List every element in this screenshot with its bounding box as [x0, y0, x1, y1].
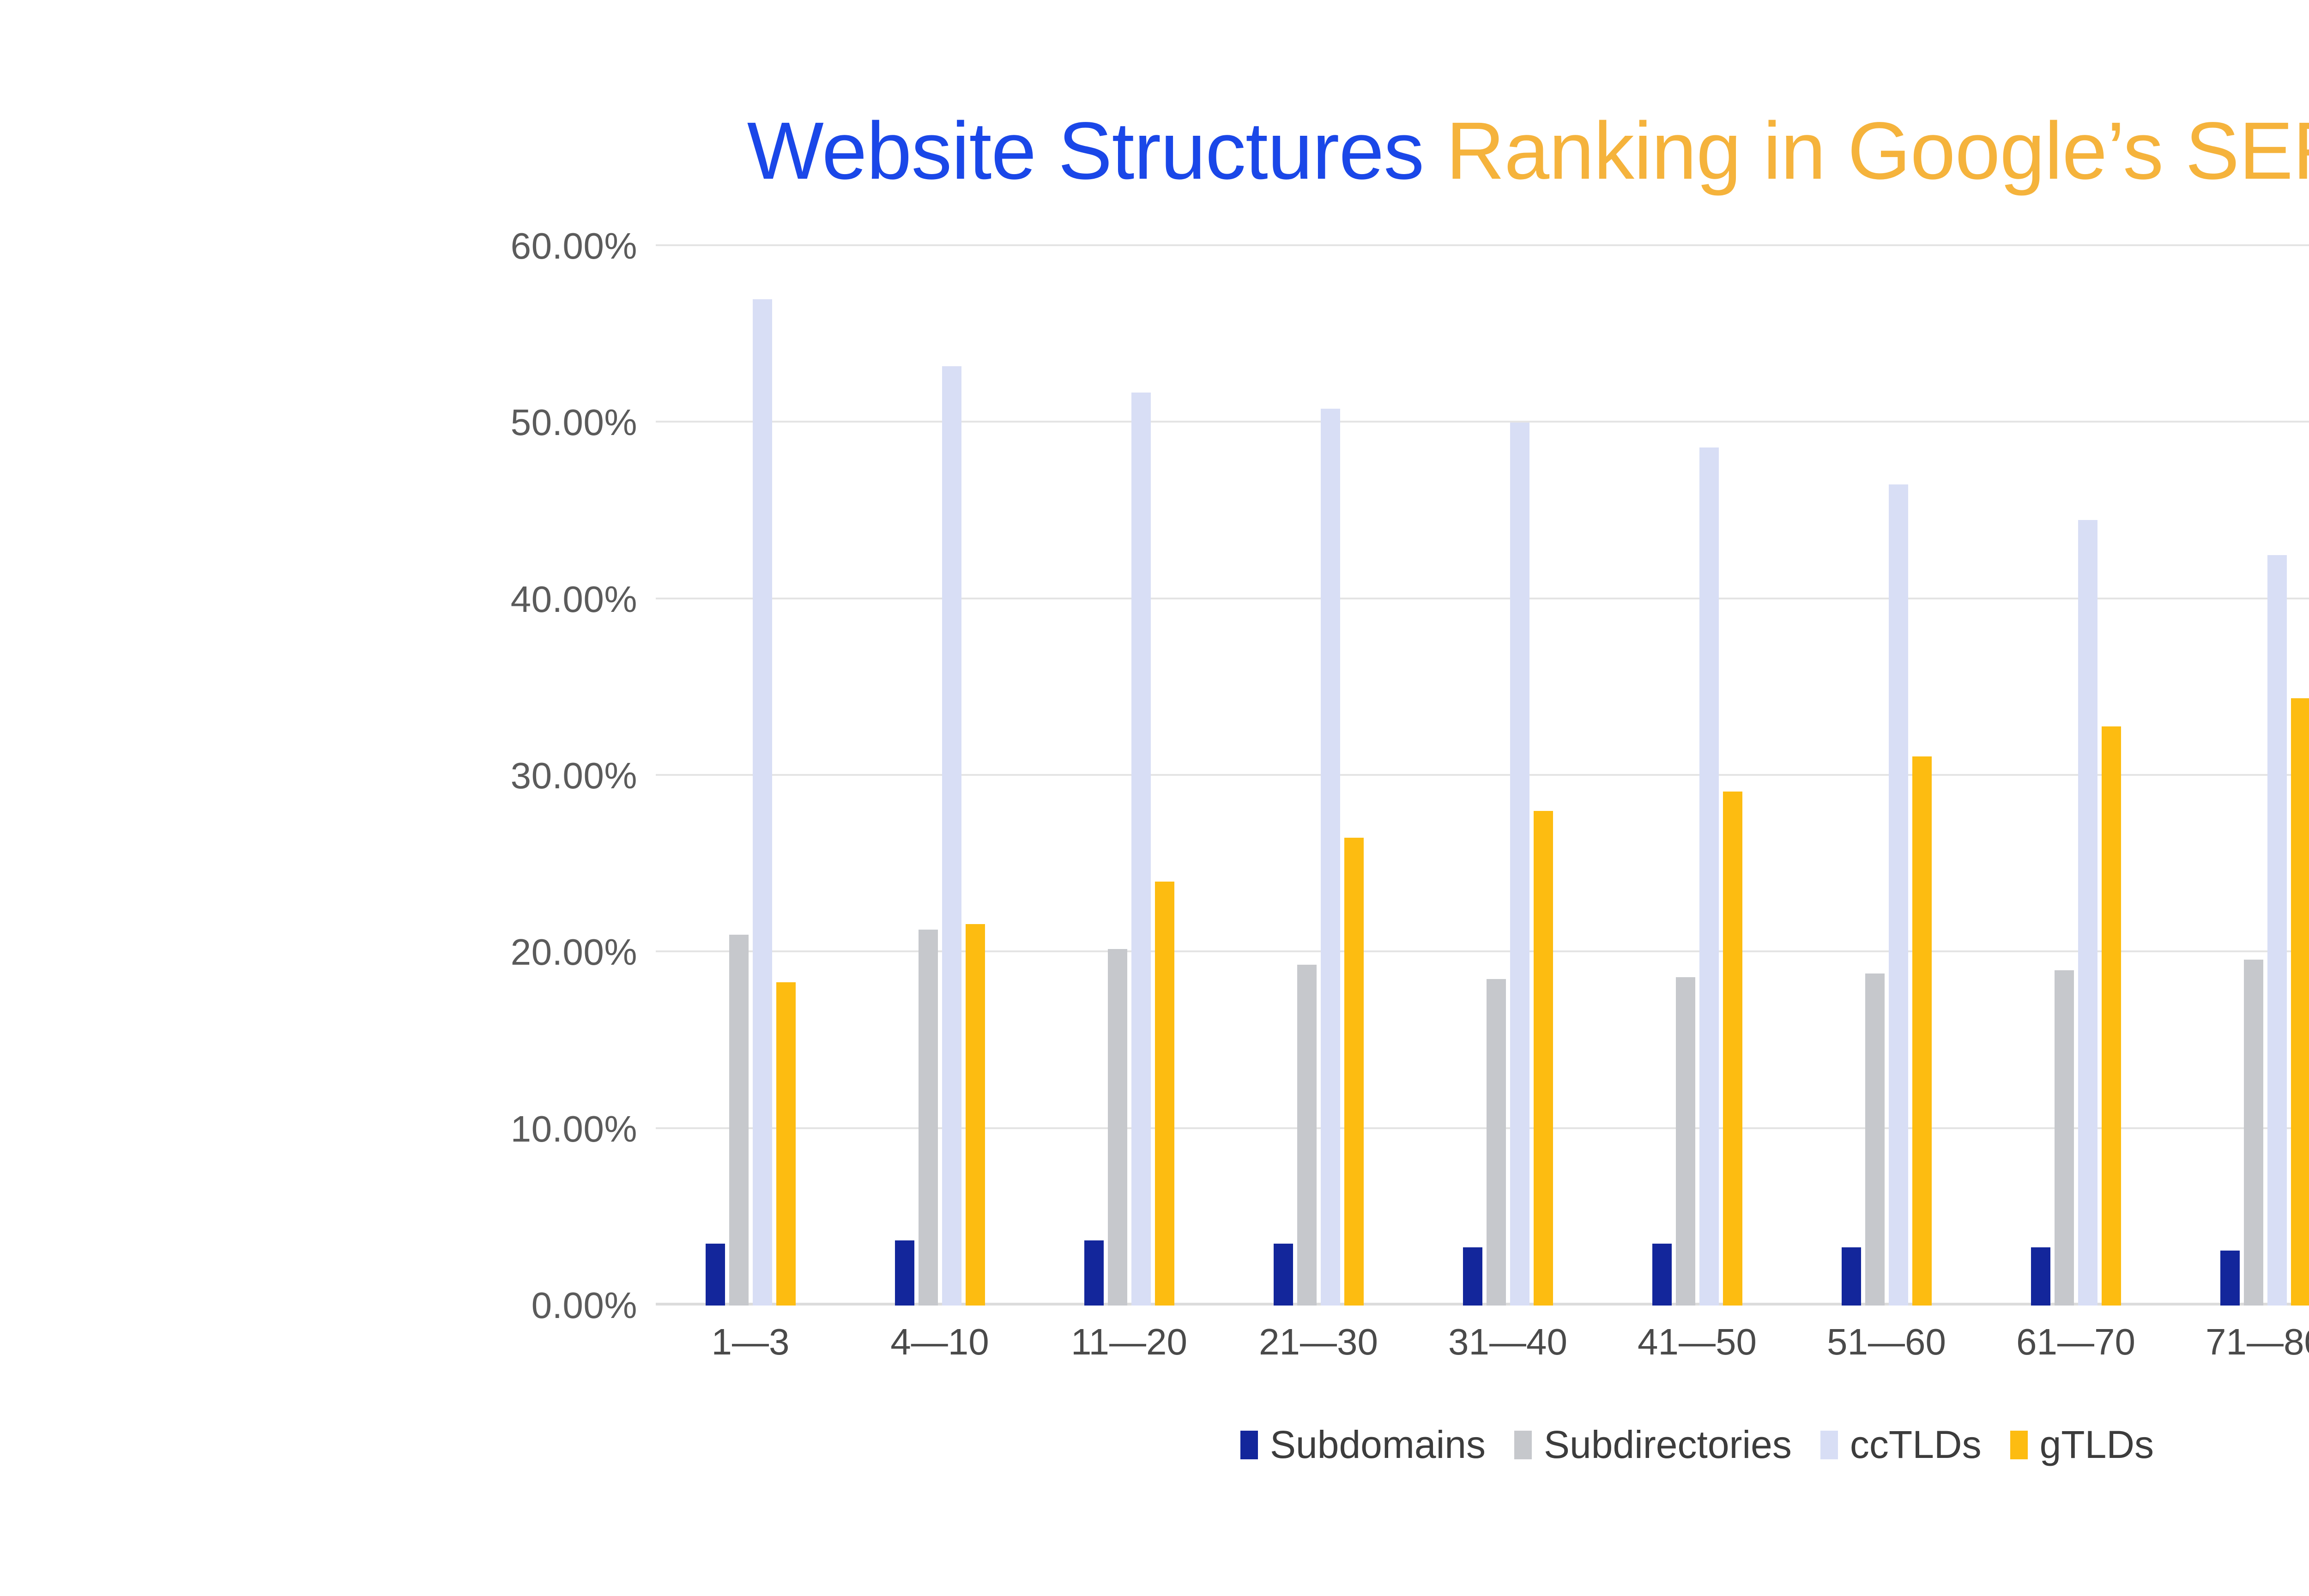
x-axis-tick-label: 71—80: [2206, 1321, 2309, 1362]
x-axis-tick-label: 41—50: [1638, 1321, 1757, 1362]
bar-subdomains[interactable]: [895, 1240, 914, 1306]
y-axis-tick-label: 60.00%: [510, 225, 637, 266]
bar-gtlds[interactable]: [1723, 792, 1742, 1306]
x-axis-tick-label: 51—60: [1827, 1321, 1946, 1362]
legend-swatch-icon: [1820, 1430, 1838, 1459]
bar-subdirectories[interactable]: [918, 929, 938, 1306]
bar-gtlds[interactable]: [965, 924, 985, 1306]
page-title-primary: Website Structures: [747, 105, 1425, 196]
bar-subdomains[interactable]: [2220, 1251, 2240, 1306]
bar-subdirectories[interactable]: [1486, 979, 1506, 1306]
chart-legend: Subdomains Subdirectories ccTLDs gTLDs: [656, 1422, 2309, 1467]
legend-item-subdomains[interactable]: Subdomains: [1240, 1422, 1486, 1467]
gridline: [656, 774, 2309, 776]
bar-cctlds[interactable]: [1131, 393, 1151, 1306]
x-axis-tick-label: 11—20: [1070, 1321, 1188, 1362]
bar-subdirectories[interactable]: [2243, 959, 2263, 1306]
y-axis-tick-label: 30.00%: [510, 755, 637, 796]
legend-item-cctlds[interactable]: ccTLDs: [1820, 1422, 1982, 1467]
legend-item-subdirectories[interactable]: Subdirectories: [1514, 1422, 1792, 1467]
bar-subdomains[interactable]: [1463, 1247, 1482, 1306]
legend-item-gtlds[interactable]: gTLDs: [2010, 1422, 2154, 1467]
x-axis: 1—3 4—10 11—20 21—30 31—40 41—50 51—60 61—70 71—…: [656, 1321, 2309, 1376]
bar-gtlds[interactable]: [1344, 837, 1364, 1306]
bar-group: [2220, 246, 2309, 1306]
bar-subdomains[interactable]: [1273, 1244, 1293, 1306]
y-axis-tick-label: 50.00%: [510, 402, 637, 443]
bar-subdomains[interactable]: [1841, 1247, 1861, 1306]
legend-label: ccTLDs: [1850, 1423, 1982, 1466]
plot-area: [656, 244, 2309, 1306]
bar-group: [1652, 246, 1742, 1306]
bar-subdirectories[interactable]: [1675, 977, 1695, 1306]
bar-cctlds[interactable]: [2078, 520, 2097, 1306]
x-axis-tick-label: 31—40: [1448, 1321, 1567, 1362]
bar-gtlds[interactable]: [1912, 756, 1932, 1306]
y-axis: 0.00% 10.00% 20.00% 30.00% 40.00% 50.00% 60.00…: [416, 225, 637, 1326]
bar-gtlds[interactable]: [2291, 698, 2309, 1306]
bar-group: [1841, 246, 1932, 1306]
bar-gtlds[interactable]: [1154, 882, 1174, 1306]
bar-cctlds[interactable]: [2267, 555, 2287, 1306]
bar-subdirectories[interactable]: [729, 935, 749, 1306]
gridline: [656, 244, 2309, 246]
bar-cctlds[interactable]: [1320, 408, 1340, 1306]
bar-cctlds[interactable]: [1888, 484, 1908, 1306]
y-axis-tick-label: 0.00%: [531, 1285, 637, 1326]
legend-swatch-icon: [2010, 1430, 2028, 1459]
bar-group: [1084, 246, 1174, 1306]
legend-label: gTLDs: [2039, 1423, 2154, 1466]
gridline: [656, 597, 2309, 599]
legend-swatch-icon: [1514, 1430, 1532, 1459]
bar-cctlds[interactable]: [1699, 447, 1719, 1306]
gridline: [656, 1303, 2309, 1306]
y-axis-tick-label: 40.00%: [510, 578, 637, 620]
bar-gtlds[interactable]: [1533, 811, 1553, 1306]
x-axis-tick-label: 1—3: [711, 1321, 790, 1362]
bar-subdirectories[interactable]: [2054, 970, 2074, 1306]
bar-subdirectories[interactable]: [1297, 965, 1317, 1306]
bar-group: [705, 246, 796, 1306]
bar-cctlds[interactable]: [1510, 423, 1529, 1306]
bar-group: [895, 246, 985, 1306]
bar-gtlds[interactable]: [776, 982, 796, 1306]
bar-group: [2031, 246, 2121, 1306]
bar-subdomains[interactable]: [1652, 1244, 1672, 1306]
bar-group: [1273, 246, 1364, 1306]
bars-layer: [656, 246, 2309, 1306]
bar-subdomains[interactable]: [705, 1244, 725, 1306]
bar-group: [1463, 246, 1553, 1306]
page-title-accent: Ranking in Google’s SERPs: [1446, 105, 2309, 196]
y-axis-tick-label: 10.00%: [510, 1108, 637, 1149]
x-axis-tick-label: 4—10: [890, 1321, 989, 1362]
bar-subdirectories[interactable]: [1107, 949, 1127, 1306]
bar-cctlds[interactable]: [752, 299, 772, 1306]
legend-label: Subdomains: [1269, 1423, 1486, 1466]
x-axis-tick-label: 61—70: [2016, 1321, 2135, 1362]
page-title: Website Structures Ranking in Google’s S…: [0, 104, 2309, 198]
bar-cctlds[interactable]: [942, 366, 961, 1306]
bar-gtlds[interactable]: [2101, 726, 2121, 1306]
y-axis-tick-label: 20.00%: [510, 931, 637, 973]
gridline: [656, 950, 2309, 953]
bar-subdirectories[interactable]: [1865, 973, 1885, 1306]
legend-swatch-icon: [1240, 1430, 1258, 1459]
legend-label: Subdirectories: [1543, 1423, 1792, 1466]
gridline: [656, 421, 2309, 423]
bar-subdomains[interactable]: [2031, 1247, 2050, 1306]
x-axis-tick-label: 21—30: [1259, 1321, 1378, 1362]
bar-subdomains[interactable]: [1084, 1240, 1104, 1306]
gridline: [656, 1127, 2309, 1129]
